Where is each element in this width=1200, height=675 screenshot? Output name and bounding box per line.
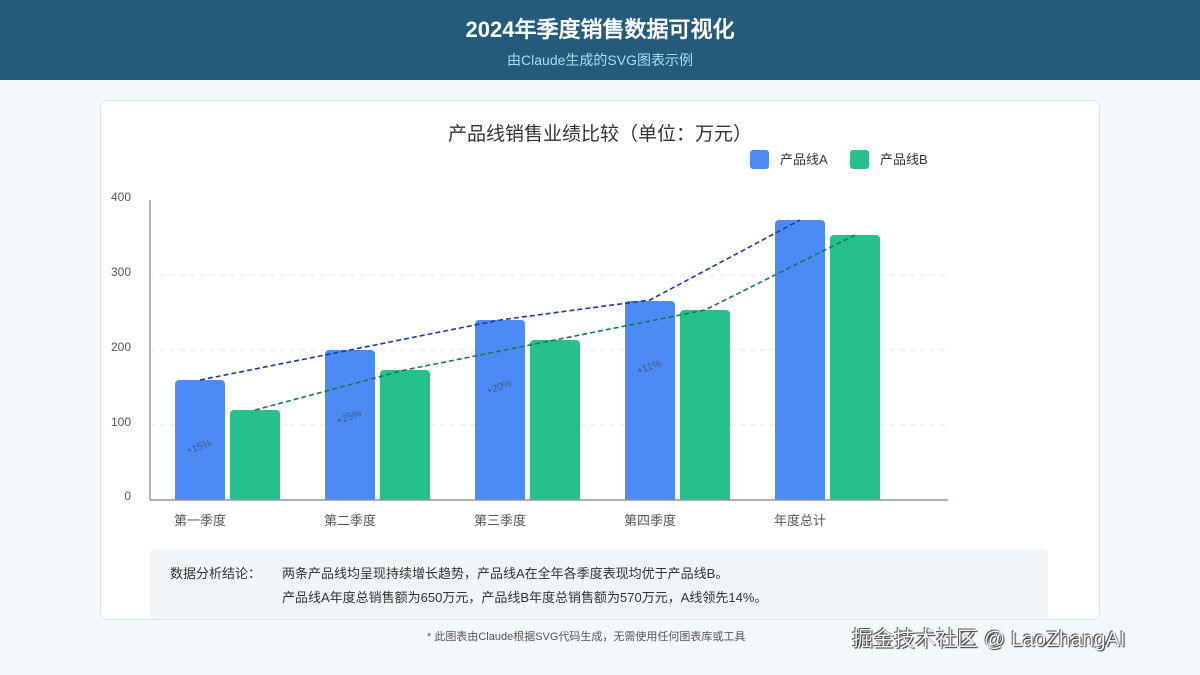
analysis-summary: 数据分析结论： 两条产品线均呈现持续增长趋势，产品线A在全年各季度表现均优于产品… bbox=[150, 549, 1048, 619]
svg-text:300: 300 bbox=[111, 265, 131, 279]
bar-a-q3[interactable] bbox=[475, 320, 525, 500]
footnote: * 此图表由Claude根据SVG代码生成，无需使用任何图表库或工具 bbox=[427, 631, 746, 643]
bar-b-q1[interactable] bbox=[230, 410, 280, 500]
bar-a-total[interactable] bbox=[775, 220, 825, 500]
legend-label-b: 产品线B bbox=[880, 152, 928, 167]
svg-text:100: 100 bbox=[111, 415, 131, 429]
page-header: 2024年季度销售数据可视化 由Claude生成的SVG图表示例 bbox=[0, 0, 1200, 80]
legend-swatch-b bbox=[850, 150, 869, 169]
bar-b-q2[interactable] bbox=[380, 370, 430, 500]
chart-card bbox=[100, 100, 1100, 620]
bar-a-q4[interactable] bbox=[625, 301, 675, 500]
bar-b-q4[interactable] bbox=[680, 310, 730, 500]
page-title: 2024年季度销售数据可视化 bbox=[465, 17, 735, 42]
category-label: 年度总计 bbox=[774, 513, 826, 528]
trend-line-b bbox=[254, 234, 856, 411]
watermark: 掘金技术社区 @ LaoZhangAI bbox=[852, 628, 1126, 651]
bar-a-q2[interactable] bbox=[325, 350, 375, 500]
y-axis-ticks: 0 100 200 300 400 bbox=[111, 190, 131, 503]
category-label: 第三季度 bbox=[474, 513, 526, 528]
summary-line-1: 两条产品线均呈现持续增长趋势，产品线A在全年各季度表现均优于产品线B。 bbox=[282, 566, 729, 581]
summary-line-2: 产品线A年度总销售额为650万元，产品线B年度总销售额为570万元，A线领先14… bbox=[282, 590, 768, 605]
legend-swatch-a bbox=[750, 150, 769, 169]
bar-b-total[interactable] bbox=[830, 235, 880, 500]
category-label: 第四季度 bbox=[624, 513, 676, 528]
summary-label: 数据分析结论： bbox=[170, 566, 262, 581]
svg-text:400: 400 bbox=[111, 190, 131, 204]
bar-a-q1[interactable] bbox=[175, 380, 225, 500]
legend: 产品线A 产品线B bbox=[750, 150, 928, 169]
series-a-bars bbox=[175, 220, 825, 500]
chart-title: 产品线销售业绩比较（单位：万元） bbox=[448, 123, 752, 145]
category-label: 第二季度 bbox=[324, 513, 376, 528]
legend-label-a: 产品线A bbox=[780, 152, 828, 167]
svg-text:200: 200 bbox=[111, 340, 131, 354]
bar-b-q3[interactable] bbox=[530, 340, 580, 500]
series-b-bars bbox=[230, 235, 880, 500]
trend-line-a bbox=[199, 219, 801, 381]
category-label: 第一季度 bbox=[174, 513, 226, 528]
x-axis-labels: 第一季度 第二季度 第三季度 第四季度 年度总计 bbox=[174, 513, 826, 528]
page-subtitle: 由Claude生成的SVG图表示例 bbox=[507, 52, 693, 68]
svg-text:0: 0 bbox=[124, 489, 131, 503]
